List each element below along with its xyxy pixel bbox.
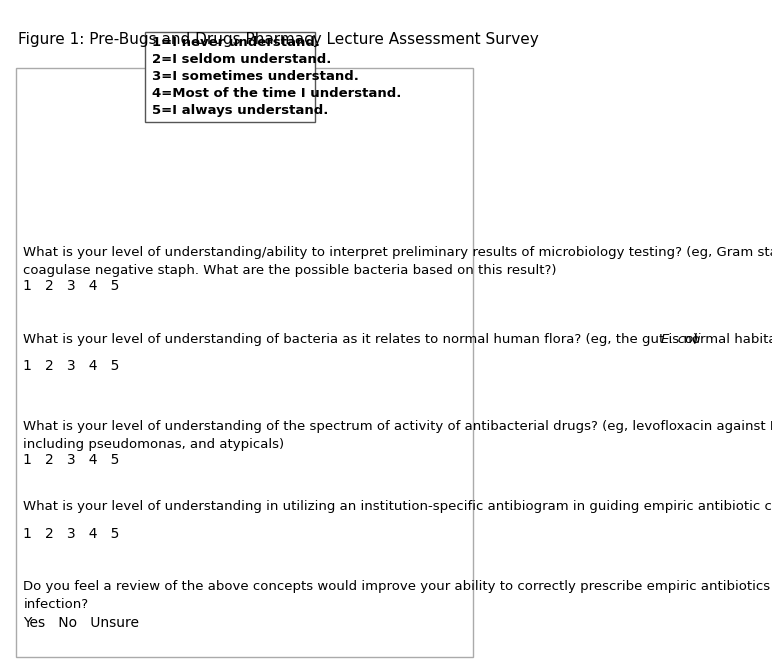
Text: What is your level of understanding/ability to interpret preliminary results of : What is your level of understanding/abil… <box>23 246 772 277</box>
FancyBboxPatch shape <box>144 32 315 122</box>
Text: 1   2   3   4   5: 1 2 3 4 5 <box>23 453 120 467</box>
Text: 5=I always understand.: 5=I always understand. <box>152 104 328 118</box>
Text: 3=I sometimes understand.: 3=I sometimes understand. <box>152 71 359 83</box>
Text: 4=Most of the time I understand.: 4=Most of the time I understand. <box>152 87 401 100</box>
Text: What is your level of understanding in utilizing an institution-specific antibio: What is your level of understanding in u… <box>23 500 772 513</box>
Text: Figure 1: Pre-Bugs and Drugs Pharmacy Lecture Assessment Survey: Figure 1: Pre-Bugs and Drugs Pharmacy Le… <box>19 32 539 46</box>
FancyBboxPatch shape <box>16 69 472 657</box>
Text: E. coli: E. coli <box>661 333 701 345</box>
Text: 1   2   3   4   5: 1 2 3 4 5 <box>23 279 120 293</box>
Text: 1=I never understand.: 1=I never understand. <box>152 36 320 49</box>
Text: 2=I seldom understand.: 2=I seldom understand. <box>152 53 331 67</box>
Text: What is your level of understanding of the spectrum of activity of antibacterial: What is your level of understanding of t… <box>23 419 772 451</box>
Text: 1   2   3   4   5: 1 2 3 4 5 <box>23 360 120 374</box>
Text: Do you feel a review of the above concepts would improve your ability to correct: Do you feel a review of the above concep… <box>23 580 772 612</box>
Text: ): ) <box>693 333 699 345</box>
Text: What is your level of understanding of bacteria as it relates to normal human fl: What is your level of understanding of b… <box>23 333 772 345</box>
Text: 1   2   3   4   5: 1 2 3 4 5 <box>23 527 120 541</box>
Text: Yes   No   Unsure: Yes No Unsure <box>23 616 139 630</box>
